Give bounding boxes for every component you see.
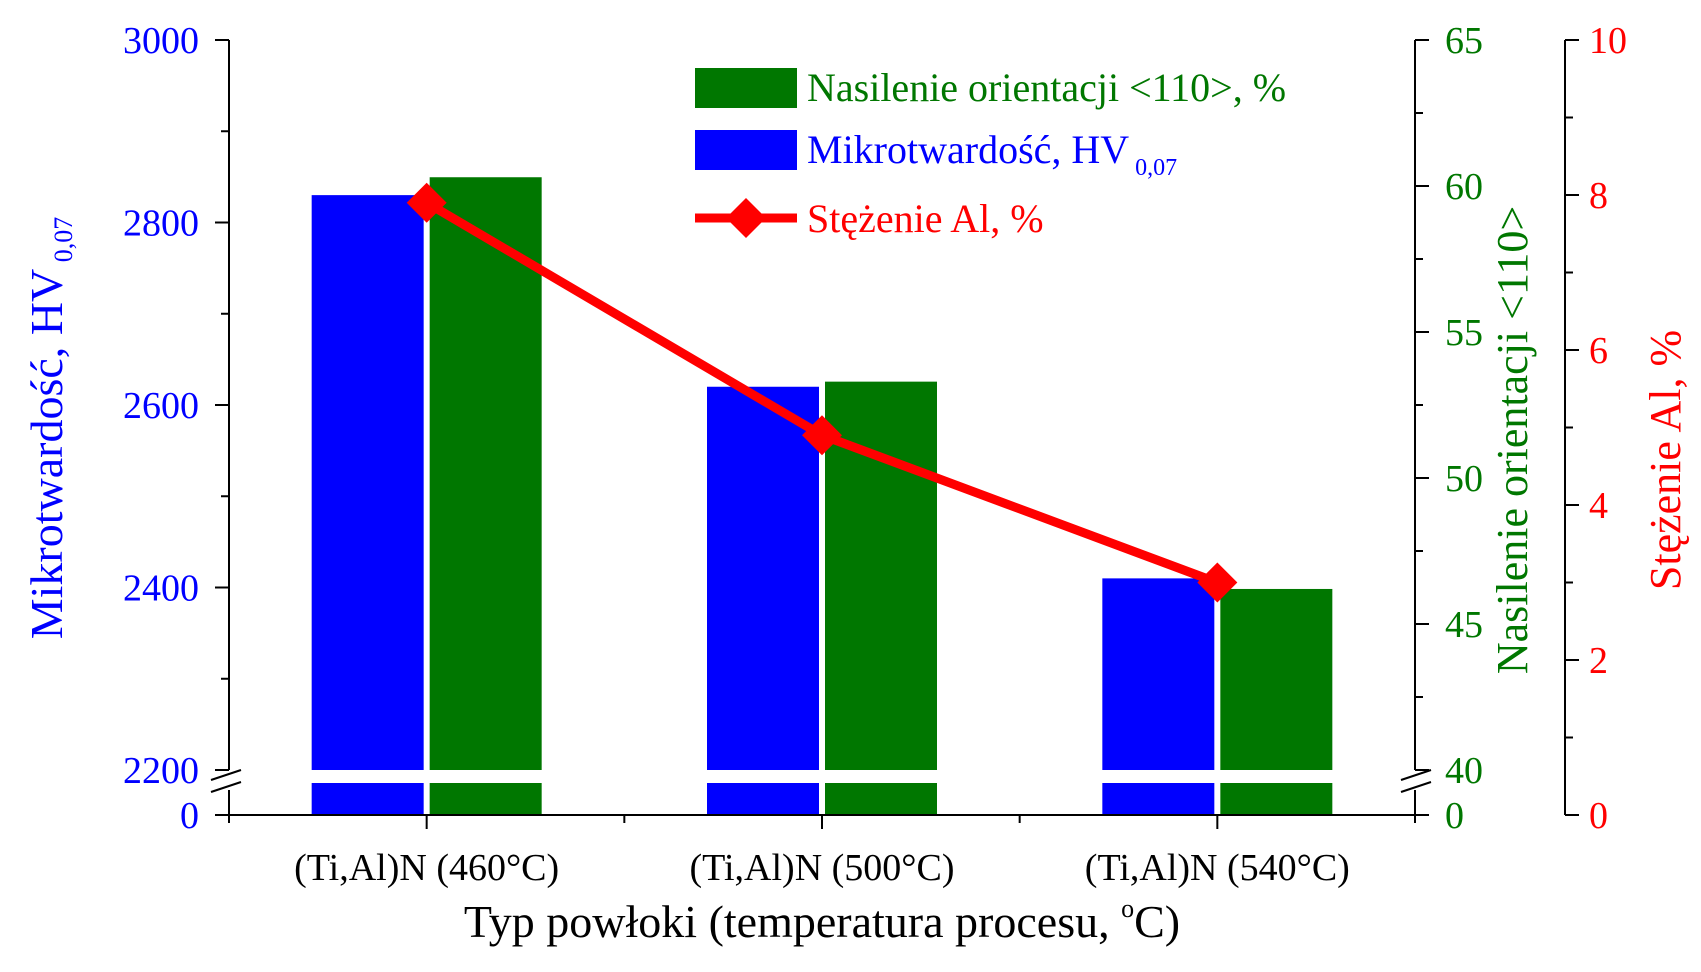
- bar-mikrotwardosc-stub: [707, 783, 819, 815]
- legend-label-nasilenie: Nasilenie orientacji <110>, %: [807, 65, 1286, 110]
- marker-stezenie-al: [406, 182, 447, 223]
- left-axis-tick-label: 2600: [123, 385, 199, 427]
- left-axis-tick-label: 2400: [123, 568, 199, 610]
- red-axis-title: Stężenie Al, %: [1641, 330, 1690, 590]
- green-axis-break: [1400, 769, 1432, 793]
- bar-nasilenie-stub: [1220, 783, 1333, 815]
- marker-stezenie-al: [802, 415, 842, 456]
- bar-nasilenie: [1220, 588, 1333, 770]
- x-tick-label: (Ti,Al)N (500°C): [689, 847, 954, 889]
- left-axis-tick-label: 3000: [123, 20, 199, 62]
- green-axis-tick-label: 45: [1445, 604, 1483, 646]
- green-axis-tick-label: 50: [1445, 458, 1483, 500]
- left-axis-tick-label: 0: [180, 795, 199, 837]
- x-axis-label: Typ powłoki (temperatura procesu, oC): [464, 894, 1180, 947]
- red-axis-tick-label: 6: [1589, 330, 1608, 372]
- bar-nasilenie: [429, 177, 542, 771]
- left-axis-title: Mikrotwardość, HV 0,07: [21, 217, 78, 640]
- bar-nasilenie-stub: [825, 783, 937, 815]
- green-axis-tick-label: 55: [1445, 312, 1483, 354]
- green-axis-tick-label: 40: [1445, 750, 1483, 792]
- green-axis-title: Nasilenie orientacji <110>: [1488, 206, 1537, 674]
- left-axis-tick-label: 2200: [123, 750, 199, 792]
- bar-mikrotwardosc: [1102, 578, 1215, 770]
- green-axis-tick-label: 65: [1445, 20, 1483, 62]
- bar-mikrotwardosc-stub: [1102, 783, 1215, 815]
- bar-mikrotwardosc: [707, 386, 819, 770]
- red-axis-tick-label: 10: [1589, 20, 1627, 62]
- red-axis-tick-label: 2: [1589, 640, 1608, 682]
- bar-mikrotwardosc-stub: [311, 783, 424, 815]
- x-tick-label: (Ti,Al)N (540°C): [1085, 847, 1350, 889]
- green-axis-label: Nasilenie orientacji <110>: [1488, 206, 1537, 674]
- legend-swatch-mikrotwardosc: [695, 130, 797, 170]
- red-axis-tick-label: 8: [1589, 175, 1608, 217]
- bar-mikrotwardosc: [311, 195, 424, 770]
- green-axis-tick-label: 60: [1445, 166, 1483, 208]
- left-axis-label: Mikrotwardość, HV 0,07: [21, 217, 78, 640]
- legend-swatch-nasilenie: [695, 68, 797, 108]
- green-axis-tick-label: 0: [1445, 795, 1464, 837]
- left-axis-break: [210, 769, 242, 793]
- red-axis-label: Stężenie Al, %: [1641, 330, 1690, 590]
- legend-label-stezenie-al: Stężenie Al, %: [807, 196, 1044, 241]
- bar-nasilenie-stub: [429, 783, 542, 815]
- marker-stezenie-al: [1197, 562, 1238, 603]
- legend-label-mikrotwardosc: Mikrotwardość, HV 0,07: [807, 127, 1177, 181]
- line-stezenie-al: [424, 198, 1219, 587]
- x-tick-label: (Ti,Al)N (460°C): [294, 847, 559, 889]
- legend-marker-stezenie-al: [726, 198, 766, 238]
- left-axis-tick-label: 2800: [123, 203, 199, 245]
- red-axis-tick-label: 4: [1589, 485, 1608, 527]
- red-axis-tick-label: 0: [1589, 795, 1608, 837]
